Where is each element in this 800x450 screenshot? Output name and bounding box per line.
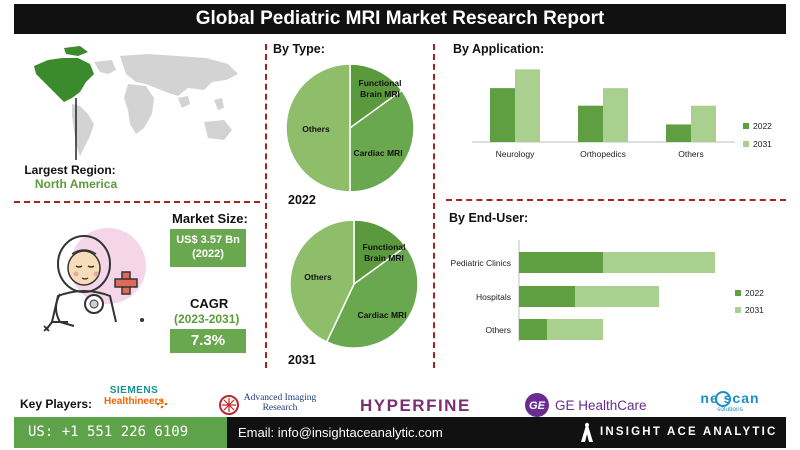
insight-ace-logo-icon — [581, 422, 593, 442]
report-title: Global Pediatric MRI Market Research Rep… — [14, 4, 786, 34]
baby-illustration-icon — [43, 228, 146, 332]
bar — [490, 88, 515, 142]
largest-region-label: Largest Region: — [24, 163, 116, 177]
end-user-bar-chart: Pediatric Clinics Hospitals Others 2022 2031 — [451, 240, 764, 342]
siemens-logo: SIEMENS Healthineers — [94, 385, 174, 407]
email-address[interactable]: Email: info@insightaceanalytic.com — [238, 425, 443, 440]
pie-label: Functional — [359, 78, 402, 88]
legend-label: 2031 — [745, 305, 764, 315]
world-map-icon — [34, 46, 238, 160]
pie-slice — [349, 89, 415, 193]
bar — [575, 286, 659, 307]
y-tick-label: Hospitals — [476, 292, 511, 302]
phone-number[interactable]: US: +1 551 226 6109 — [14, 417, 227, 448]
pie-slice — [289, 219, 355, 343]
pie-slice — [325, 245, 419, 349]
x-tick-label: Others — [678, 149, 704, 159]
pie-slice — [349, 63, 403, 130]
separator-left — [265, 44, 267, 368]
market-size-year: (2022) — [192, 248, 224, 260]
x-tick-label: Neurology — [496, 149, 535, 159]
legend-label: 2022 — [745, 288, 764, 298]
bar — [547, 319, 603, 340]
cagr-period: (2023-2031) — [174, 312, 240, 326]
legend-swatch — [743, 123, 749, 129]
separator-right-horizontal — [446, 199, 786, 201]
by-type-title: By Type: — [273, 42, 325, 56]
pie-label: Cardiac MRI — [353, 148, 402, 158]
ge-logo-icon: GE — [525, 393, 549, 417]
key-players-label: Key Players: — [20, 397, 93, 411]
bar — [603, 88, 628, 142]
advanced-imaging-logo: Advanced Imaging Research — [240, 393, 320, 413]
neoscan-ring-icon — [715, 391, 731, 407]
bar — [519, 286, 575, 307]
siemens-top-text: SIEMENS — [109, 385, 159, 396]
pie-slice — [285, 63, 351, 193]
by-application-title: By Application: — [453, 42, 545, 56]
bar — [519, 252, 603, 273]
by-end-user-title: By End-User: — [449, 211, 529, 225]
bar — [519, 319, 547, 340]
largest-region-value: North America — [34, 177, 118, 191]
footer-bar: US: +1 551 226 6109 Email: info@insighta… — [14, 417, 786, 448]
advanced-imaging-logo-icon — [219, 395, 239, 415]
bar — [603, 252, 715, 273]
legend-label: 2031 — [753, 139, 772, 149]
pie-year-2022: 2022 — [288, 193, 316, 207]
ge-healthcare-logo: GE HealthCare — [555, 398, 647, 413]
brand-name: INSIGHT ACE ANALYTIC — [600, 426, 778, 438]
siemens-bottom-text: Healthineers — [103, 396, 165, 407]
market-size-value: US$ 3.57 Bn — [176, 234, 240, 246]
cagr-value: 7.3% — [170, 329, 246, 353]
x-tick-label: Orthopedics — [580, 149, 626, 159]
pie-label: Others — [302, 124, 330, 134]
hyperfine-logo: HYPERFINE — [360, 396, 471, 415]
cagr-label: CAGR — [190, 296, 229, 311]
advanced-imaging-top-text: Advanced Imaging — [243, 393, 317, 403]
pie-label: Brain MRI — [360, 89, 400, 99]
legend-swatch — [735, 290, 741, 296]
bar — [666, 124, 691, 142]
pie-label: Cardiac MRI — [357, 310, 406, 320]
application-bar-chart: Neurology Orthopedics Others 2022 2031 — [472, 69, 772, 159]
advanced-imaging-bottom-text: Research — [262, 403, 298, 413]
bar — [578, 105, 603, 142]
pie-label: Others — [304, 272, 332, 282]
y-tick-label: Pediatric Clinics — [451, 258, 511, 268]
market-size-box: US$ 3.57 Bn (2022) — [170, 229, 246, 267]
market-size-label: Market Size: — [172, 211, 248, 226]
neoscan-sub-text: solutions — [717, 406, 743, 413]
siemens-dots-icon — [156, 399, 168, 409]
separator-left-horizontal — [14, 201, 260, 203]
legend-swatch — [743, 141, 749, 147]
bar — [691, 105, 716, 142]
legend-swatch — [735, 307, 741, 313]
pie-year-2031: 2031 — [288, 353, 316, 367]
pie-slice — [353, 219, 407, 286]
bar — [515, 69, 540, 142]
ge-logo-text: GE — [529, 400, 546, 412]
legend-label: 2022 — [753, 121, 772, 131]
pie-label: Brain MRI — [364, 253, 404, 263]
pie-label: Functional — [363, 242, 406, 252]
y-tick-label: Others — [485, 325, 511, 335]
separator-right — [433, 44, 435, 368]
